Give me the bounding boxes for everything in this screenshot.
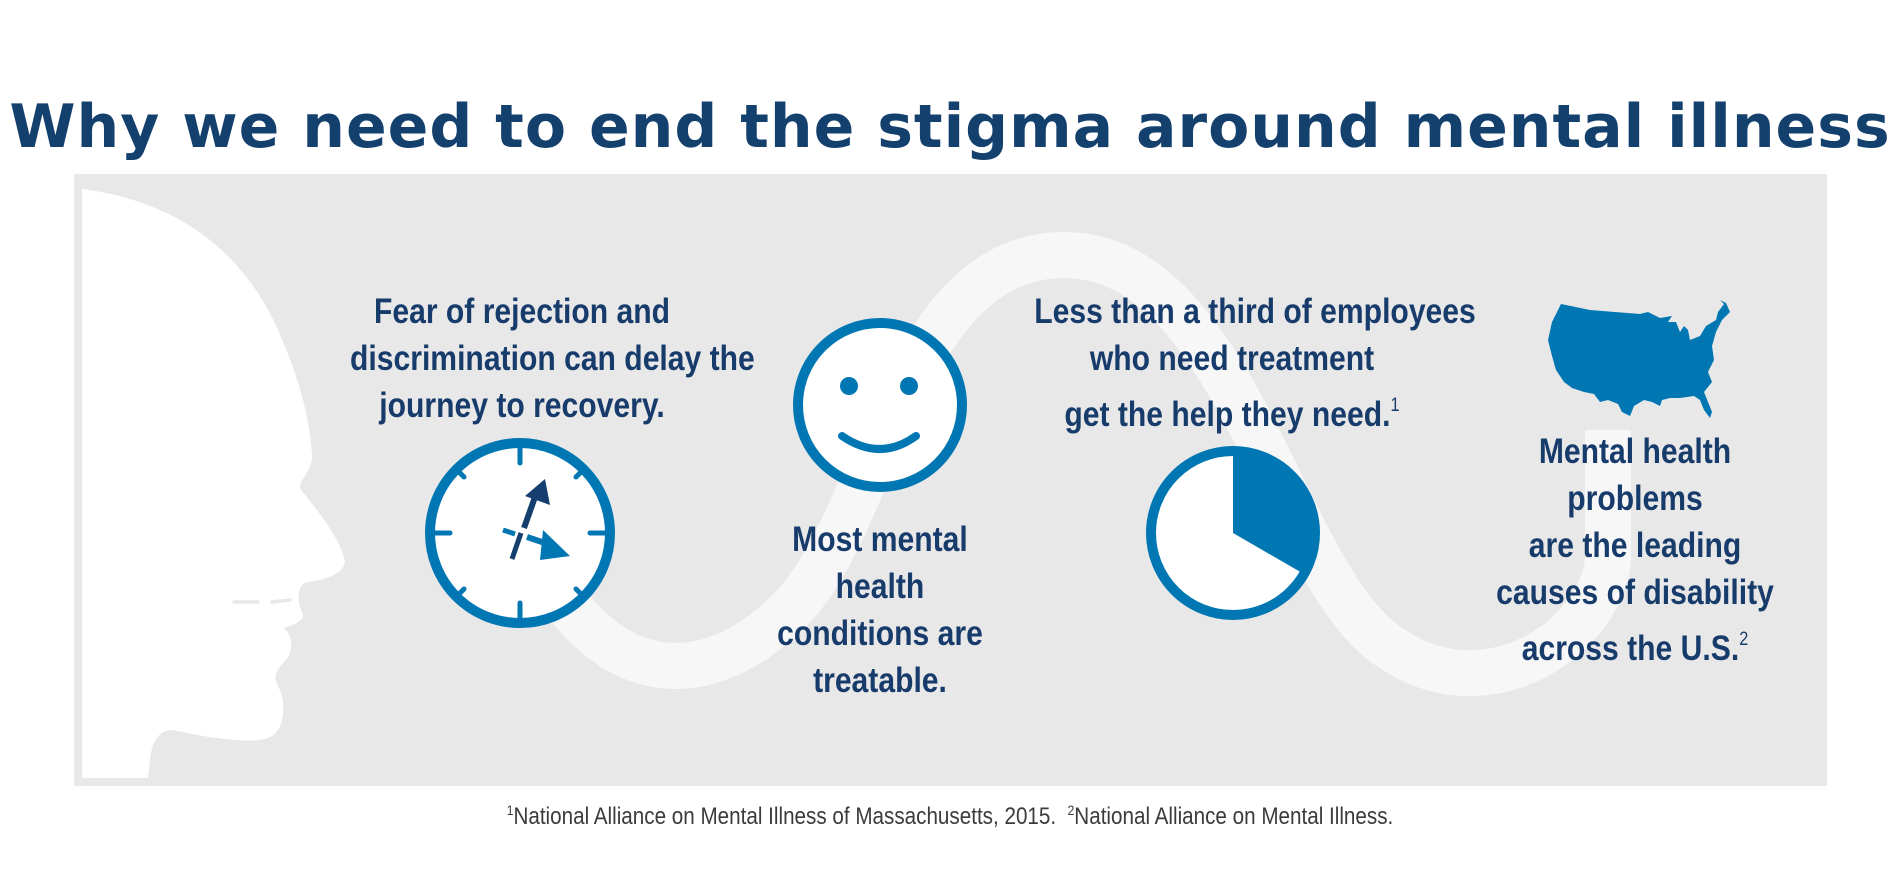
caption-line: treatable. — [813, 661, 947, 700]
caption-third-of-employees: Less than a third of employees who need … — [1034, 288, 1476, 438]
caption-text: get the help they need. — [1064, 395, 1391, 434]
footnotes: 1National Alliance on Mental Illness of … — [133, 802, 1767, 831]
smiley-face-icon — [793, 318, 967, 492]
caption-line: Most mental — [792, 520, 968, 559]
caption-line: are the leading — [1528, 526, 1742, 565]
footnote-ref: 1 — [1390, 395, 1400, 416]
footnote-ref: 2 — [1739, 629, 1749, 650]
caption-treatable: Most mental health conditions are treata… — [751, 516, 1009, 704]
caption-line: Less than a third of employees — [1034, 292, 1476, 331]
head-silhouette-icon — [82, 189, 345, 778]
footnote-text: National Alliance on Mental Illness. — [1074, 803, 1394, 830]
wave-path — [519, 231, 1631, 696]
clock-icon — [425, 438, 615, 628]
caption-line: discrimination can delay the — [350, 339, 755, 378]
caption-line: conditions are — [777, 614, 983, 653]
caption-line: across the U.S.2 — [1485, 616, 1786, 672]
caption-line: journey to recovery. — [379, 386, 665, 425]
us-map-icon — [1548, 300, 1730, 418]
caption-disability: Mental health problems are the leading c… — [1485, 428, 1786, 672]
caption-line: who need treatment — [1089, 339, 1375, 378]
caption-line: get the help they need.1 — [1034, 382, 1430, 438]
infographic-art — [82, 189, 1730, 778]
caption-line: causes of disability — [1496, 573, 1774, 612]
infographic-panel — [74, 174, 1827, 786]
mouth-line — [232, 598, 292, 604]
pie-chart-icon — [1146, 446, 1320, 620]
caption-fear-of-rejection: Fear of rejection and discrimination can… — [350, 288, 755, 429]
footnote-ref: 2 — [1067, 802, 1075, 818]
caption-text: across the U.S. — [1521, 629, 1740, 668]
footnote-text: National Alliance on Mental Illness of M… — [513, 803, 1057, 830]
page-title: Why we need to end the stigma around men… — [9, 92, 1891, 163]
caption-line: problems — [1567, 479, 1703, 518]
caption-line: health — [835, 567, 925, 606]
footnote-ref: 1 — [506, 802, 514, 818]
caption-line: Fear of rejection and — [373, 292, 671, 331]
caption-line: Mental health — [1538, 432, 1732, 471]
